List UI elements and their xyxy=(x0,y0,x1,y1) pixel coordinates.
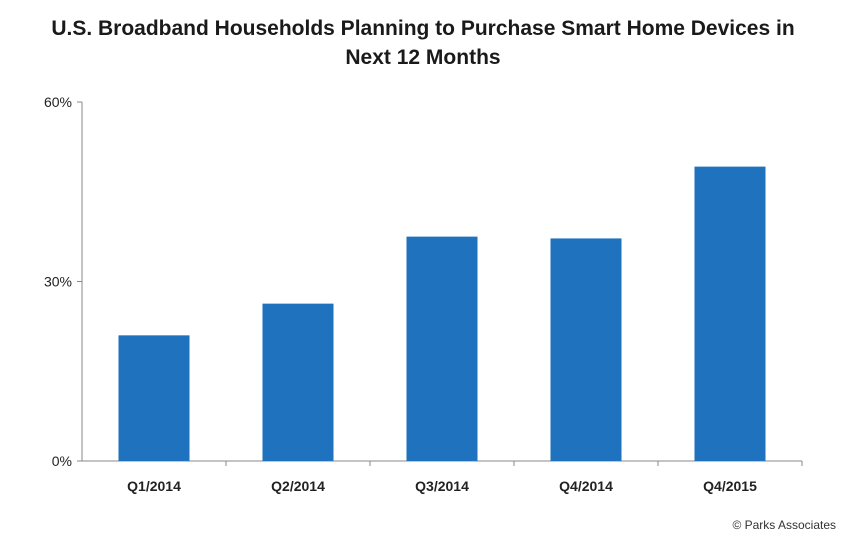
x-tick-label: Q2/2014 xyxy=(271,478,325,494)
x-tick-label: Q4/2014 xyxy=(559,478,613,494)
y-tick-label: 30% xyxy=(44,274,72,290)
bar xyxy=(694,166,766,461)
copyright-notice: © Parks Associates xyxy=(732,518,836,532)
x-tick-label: Q1/2014 xyxy=(127,478,181,494)
x-tick-label: Q3/2014 xyxy=(415,478,469,494)
x-tick-label: Q4/2015 xyxy=(703,478,757,494)
y-tick-label: 60% xyxy=(44,94,72,110)
bar xyxy=(118,335,190,461)
chart-title-line-2: Next 12 Months xyxy=(345,46,501,69)
bar xyxy=(550,238,622,461)
chart-title: U.S. Broadband Households Planning to Pu… xyxy=(0,14,846,72)
y-tick-label: 0% xyxy=(52,453,72,469)
bar xyxy=(262,303,334,461)
bar xyxy=(406,236,478,461)
chart-title-line-1: U.S. Broadband Households Planning to Pu… xyxy=(51,17,795,40)
